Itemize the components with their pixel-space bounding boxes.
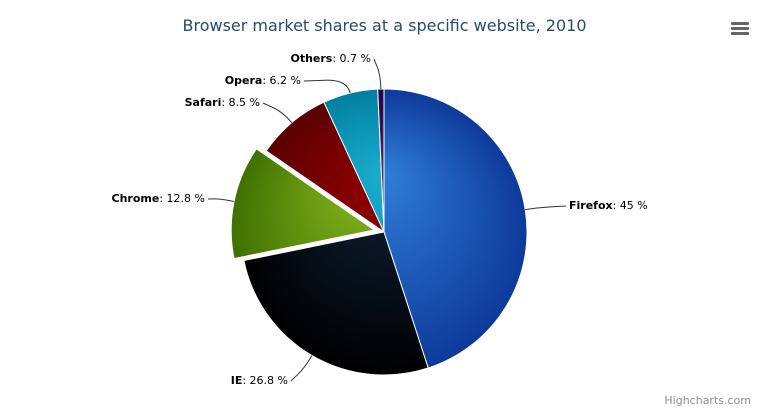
connector-ie (290, 355, 313, 382)
pie-slice-ie[interactable] (243, 231, 429, 376)
data-label-chrome: Chrome: 12.8 % (112, 192, 205, 205)
data-label-value: : 6.2 % (262, 74, 301, 87)
pie-slice-others[interactable] (377, 88, 385, 233)
data-label-value: : 8.5 % (221, 96, 260, 109)
connector-firefox (525, 205, 567, 211)
data-label-value: : 0.7 % (332, 52, 371, 65)
data-label-name: Others (290, 52, 333, 65)
data-label-value: : 12.8 % (159, 192, 205, 205)
data-label-others: Others: 0.7 % (290, 52, 371, 65)
connector-chrome (207, 198, 235, 202)
connector-safari (262, 102, 293, 124)
data-label-name: Opera (224, 74, 263, 87)
credits-link[interactable]: Highcharts.com (664, 394, 751, 407)
chart-title: Browser market shares at a specific webs… (182, 16, 587, 35)
data-label-name: IE (230, 374, 243, 387)
pie-slice-firefox[interactable] (383, 88, 528, 369)
hamburger-menu-icon[interactable] (731, 22, 749, 38)
data-label-value: : 45 % (612, 199, 648, 212)
data-label-name: Safari (184, 96, 222, 109)
data-label-opera: Opera: 6.2 % (225, 74, 301, 87)
connector-opera (303, 79, 351, 94)
connector-others (373, 58, 382, 90)
data-label-firefox: Firefox: 45 % (569, 199, 648, 212)
data-label-ie: IE: 26.8 % (231, 374, 288, 387)
data-label-value: : 26.8 % (242, 374, 288, 387)
data-label-name: Firefox (569, 199, 613, 212)
data-label-name: Chrome (111, 192, 160, 205)
data-label-safari: Safari: 8.5 % (185, 96, 260, 109)
